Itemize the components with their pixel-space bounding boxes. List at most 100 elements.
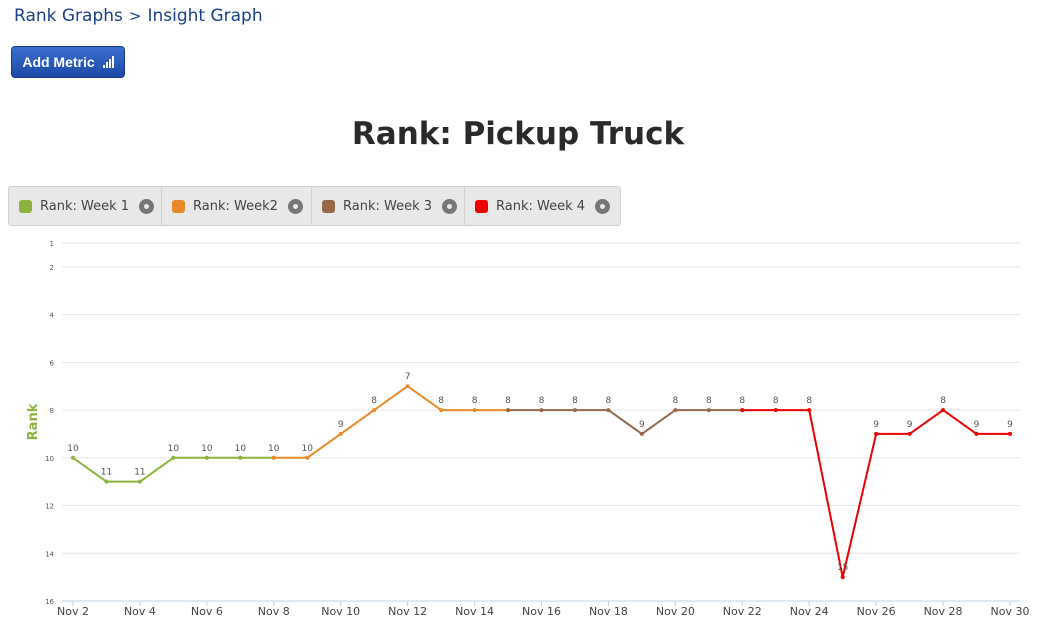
data-label: 9 (338, 420, 344, 430)
x-tick-label: Nov 22 (723, 605, 762, 618)
x-tick-label: Nov 10 (321, 605, 360, 618)
series-line (508, 409, 743, 435)
data-point (941, 408, 946, 413)
legend-label: Rank: Week 4 (496, 198, 586, 214)
legend-swatch (19, 199, 32, 213)
bar-chart-icon (102, 56, 114, 68)
data-label: 15 (837, 563, 848, 573)
data-label: 8 (806, 396, 812, 406)
legend-item-week-4[interactable]: Rank: Week 4 (464, 186, 622, 226)
y-tick-label: 14 (45, 550, 54, 558)
data-label: 9 (1007, 420, 1013, 430)
breadcrumb-parent-link[interactable]: Rank Graphs (14, 6, 123, 26)
legend-item-week-1[interactable]: Rank: Week 1 (8, 186, 166, 226)
data-point (840, 575, 845, 580)
y-tick-label: 4 (50, 312, 55, 320)
data-point (606, 408, 611, 413)
data-point (506, 408, 511, 413)
data-label: 9 (974, 420, 980, 430)
data-point (137, 479, 142, 484)
y-tick-label: 12 (45, 503, 54, 511)
data-point (572, 408, 577, 413)
y-tick-label: 6 (50, 359, 55, 367)
y-tick-label: 10 (45, 455, 54, 463)
add-metric-label: Add Metric (22, 54, 95, 70)
breadcrumb-separator: > (128, 7, 142, 25)
data-point (71, 455, 75, 460)
chart-title: Rank: Pickup Truck (351, 116, 685, 152)
data-label: 8 (438, 396, 444, 406)
data-label: 10 (168, 444, 180, 454)
x-tick-label: Nov 20 (656, 605, 695, 618)
data-point (874, 431, 879, 436)
data-label: 9 (639, 420, 645, 430)
legend-label: Rank: Week 3 (343, 198, 433, 214)
gear-icon[interactable] (139, 198, 155, 214)
gear-icon[interactable] (595, 198, 611, 214)
gear-icon[interactable] (442, 198, 458, 214)
data-label: 8 (572, 396, 578, 406)
data-point (807, 408, 812, 413)
legend-item-week-3[interactable]: Rank: Week 3 (311, 186, 469, 226)
data-label: 11 (101, 468, 112, 478)
legend-swatch (322, 199, 335, 213)
data-point (539, 408, 544, 413)
y-tick-label: 8 (50, 407, 54, 415)
x-tick-label: Nov 16 (522, 605, 561, 618)
data-label: 10 (268, 444, 280, 454)
y-tick-label: 1 (50, 240, 54, 248)
x-tick-label: Nov 2 (57, 605, 89, 618)
data-point (974, 431, 979, 436)
data-label: 8 (672, 396, 678, 406)
data-label: 9 (907, 420, 913, 430)
data-label: 11 (134, 468, 145, 478)
x-tick-label: Nov 18 (589, 605, 628, 618)
y-axis-title: Rank (26, 403, 41, 440)
data-label: 8 (606, 396, 612, 406)
data-point (104, 479, 109, 484)
data-label: 8 (371, 396, 377, 406)
x-tick-label: Nov 26 (857, 605, 896, 618)
data-label: 8 (739, 396, 745, 406)
data-label: 9 (873, 420, 879, 430)
data-label: 8 (539, 396, 545, 406)
legend-item-week-2[interactable]: Rank: Week2 (161, 186, 314, 226)
x-tick-label: Nov 6 (191, 605, 223, 618)
x-tick-label: Nov 14 (455, 605, 494, 618)
y-tick-label: 16 (45, 598, 54, 606)
data-point (238, 455, 243, 460)
data-label: 10 (67, 444, 79, 454)
gear-icon[interactable] (287, 198, 303, 214)
data-point (773, 408, 778, 413)
data-point (171, 455, 176, 460)
x-tick-label: Nov 28 (924, 605, 963, 618)
x-tick-label: Nov 8 (258, 605, 290, 618)
breadcrumb: Rank Graphs > Insight Graph (14, 6, 263, 26)
data-label: 10 (302, 444, 314, 454)
legend-label: Rank: Week 1 (40, 198, 130, 214)
data-point (405, 384, 410, 389)
legend-swatch (172, 199, 185, 213)
data-label: 8 (706, 396, 712, 406)
series-line (273, 385, 509, 459)
data-label: 8 (940, 396, 946, 406)
legend-swatch (475, 199, 488, 213)
data-label: 8 (472, 396, 478, 406)
data-point (907, 431, 912, 436)
data-point (673, 408, 678, 413)
data-point (639, 431, 644, 436)
data-point (472, 408, 477, 413)
data-point (372, 408, 377, 413)
data-label: 8 (505, 396, 511, 406)
add-metric-button[interactable]: Add Metric (11, 46, 125, 78)
y-tick-label: 2 (50, 264, 54, 272)
data-point (204, 455, 209, 460)
data-point (305, 455, 310, 460)
data-point (740, 408, 745, 413)
data-label: 8 (773, 396, 779, 406)
data-label: 7 (405, 372, 411, 382)
x-tick-label: Nov 12 (388, 605, 427, 618)
data-label: 10 (235, 444, 247, 454)
breadcrumb-current: Insight Graph (147, 6, 263, 26)
data-point (1008, 431, 1012, 436)
